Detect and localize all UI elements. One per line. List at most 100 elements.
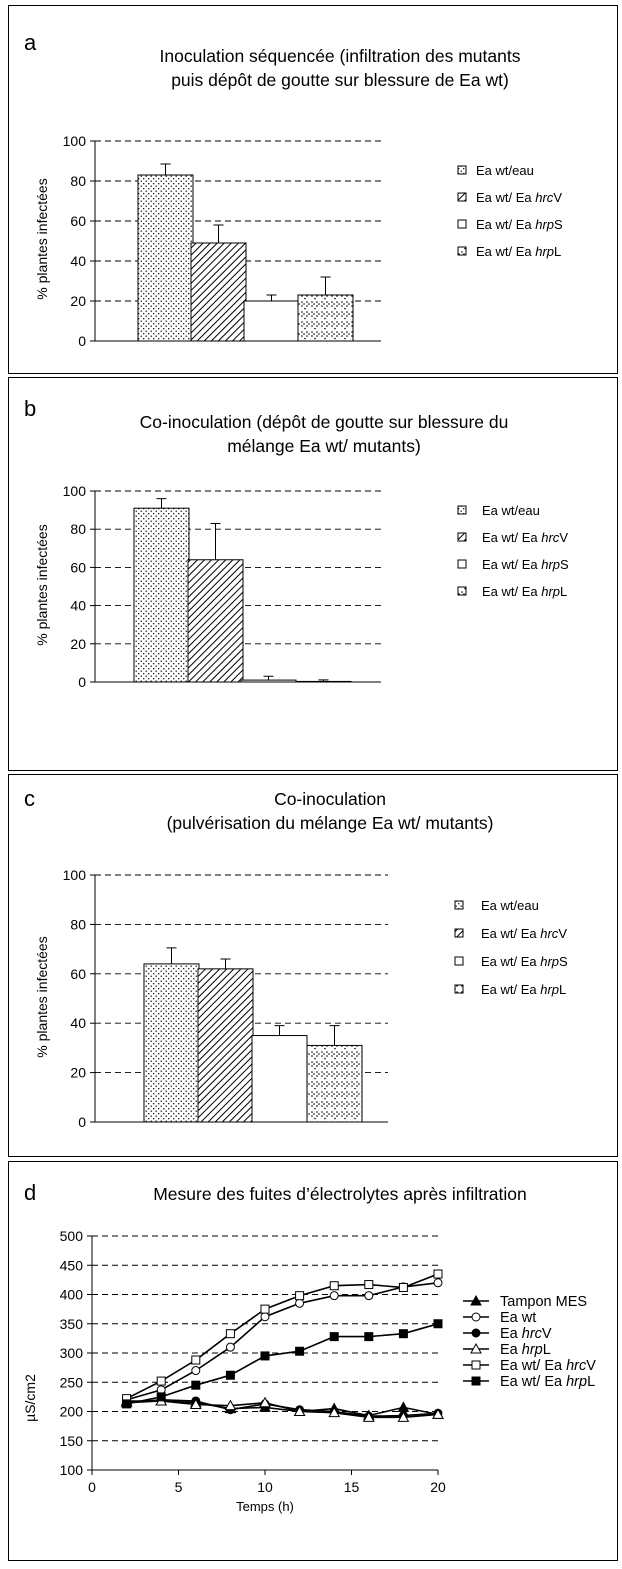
panel-a-y-tick-label: 20 (70, 293, 86, 309)
panel-b-legend-label-3: Ea wt/ Ea hrpS (482, 557, 569, 572)
panel-d-series-4-point (259, 1396, 271, 1408)
panel-d-y-tick-label: 400 (60, 1287, 84, 1303)
panel-d-legend-label-6: Ea wt/ Ea hrpL (500, 1374, 595, 1390)
panel-d-series-2-point (225, 1342, 235, 1352)
panel-d-x-tick-label: 0 (88, 1479, 96, 1495)
panel-a-legend-label-2: Ea wt/ Ea hrcV (476, 190, 562, 205)
panel-a-legend-swatch-empty-square-icon (457, 219, 467, 229)
panel-d-series-5-point (364, 1280, 374, 1290)
panel-b-y-tick-label: 40 (70, 598, 86, 614)
panel-c-title-line-2: (pulvérisation du mélange Ea wt/ mutants… (167, 813, 494, 833)
panel-b-title-line-1: Co-inoculation (dépôt de goutte sur bles… (140, 412, 509, 432)
panel-c-bar-2 (197, 968, 254, 1123)
panel-d-series-4-point (362, 1411, 375, 1422)
panel-d-series-6-point (433, 1319, 443, 1329)
panel-b-y-tick-label: 20 (70, 636, 86, 652)
panel-d-legend-filled-square-icon (471, 1376, 481, 1386)
panel-a-y-tick-label: 0 (78, 333, 86, 349)
panel-a-error-bar-3 (266, 294, 277, 301)
panel-d-series-6-point (398, 1329, 408, 1339)
panel-c-legend-swatch-diamond-dots-pattern-icon (454, 984, 464, 994)
panel-c-legend-swatch-diagonal-hatch-icon (454, 928, 464, 938)
panel-d-legend-filled-circle-icon (471, 1328, 481, 1338)
panel-d-legend-label-5: Ea wt/ Ea hrcV (500, 1358, 596, 1374)
panel-d-legend-open-circle-icon (471, 1312, 481, 1322)
panel-d-series-line-2 (126, 1282, 439, 1401)
panel-d-series-6-point (225, 1370, 235, 1380)
panel-a-bar-1 (137, 174, 194, 342)
panel-d-series-2-point (260, 1312, 270, 1322)
panel-c-y-tick-label: 100 (63, 867, 87, 883)
panel-b-legend-label-1: Ea wt/eau (482, 503, 540, 518)
panel-a-legend-label-3: Ea wt/ Ea hrpS (476, 217, 563, 232)
panel-d-frame (8, 1161, 618, 1561)
panel-d-x-axis-label: Temps (h) (236, 1499, 294, 1514)
panel-a-y-tick-label: 80 (70, 173, 86, 189)
panel-d-series-4-point (224, 1399, 237, 1411)
panel-d-legend-label-3: Ea hrcV (500, 1326, 552, 1342)
panel-b-error-bar-1 (156, 498, 167, 509)
panel-b-error-bar-2 (210, 522, 221, 560)
panel-d-y-tick-label: 300 (60, 1345, 84, 1361)
panel-d-series-line-5 (126, 1273, 439, 1400)
panel-a-error-bar-2 (213, 224, 224, 243)
panel-d-series-6-point (295, 1346, 305, 1356)
panel-b-y-axis-label: % plantes infectées (34, 524, 50, 645)
panel-d-series-6-point (260, 1351, 270, 1361)
panel-c-legend-swatch-dots-pattern-icon (454, 900, 464, 910)
panel-d-series-6-point (122, 1399, 132, 1409)
panel-a-bar-4 (297, 294, 354, 342)
panel-c-bar-1 (143, 963, 200, 1123)
panel-d-series-6-point (364, 1332, 374, 1342)
panel-d-series-1-point (397, 1401, 410, 1412)
panel-d-series-5-point (156, 1376, 166, 1386)
panel-d-legend-filled-triangle-icon (470, 1294, 482, 1306)
panel-a-plot: 0 20 40 60 80 100 Ea wt/eau Ea wt/ Ea hrcV Ea wt… (63, 133, 563, 349)
panel-d-y-tick-label: 200 (60, 1404, 84, 1420)
panel-b-plot: 0 20 40 60 80 100 Ea wt/eau Ea wt/ Ea hrcV Ea wt… (63, 483, 569, 690)
panel-a-letter: a (24, 30, 37, 55)
panel-c-y-tick-label: 20 (70, 1065, 86, 1081)
panel-d-series-5-point (295, 1291, 305, 1301)
panel-c-error-bar-4 (329, 1025, 340, 1046)
panel-d-series-4-point (189, 1398, 202, 1409)
panel-c-plot: 0 20 40 60 80 100 Ea wt/eau Ea wt/ Ea hrcV Ea wt… (63, 867, 568, 1130)
panel-d-series-5-point (329, 1281, 339, 1291)
panel-d-series-4-point (397, 1411, 410, 1422)
panel-b-bar-1 (133, 507, 190, 683)
panel-c-bar-4 (306, 1044, 363, 1123)
panel-a-title-line-1: Inoculation séquencée (infiltration des … (160, 46, 521, 66)
panel-d-series-2-point (364, 1291, 374, 1301)
panel-d-series-2-point (191, 1366, 201, 1376)
panel-d-series-2-point (433, 1278, 443, 1288)
panel-d-y-axis-label: µS/cm2 (22, 1374, 38, 1422)
panel-b-legend-swatch-empty-square-icon (457, 559, 467, 569)
panel-d-series-4-point (328, 1406, 341, 1418)
panel-d-series-6-point (156, 1392, 166, 1402)
panel-a-y-tick-label: 40 (70, 253, 86, 269)
panel-c-y-axis-label: % plantes infectées (34, 936, 50, 1057)
panel-c-letter: c (24, 786, 35, 811)
panel-c-error-bar-2 (220, 958, 231, 969)
panel-b-legend-label-4: Ea wt/ Ea hrpL (482, 584, 567, 599)
panel-d-y-tick-label: 100 (60, 1462, 84, 1478)
panel-d-legend-label-1: Tampon MES (500, 1294, 587, 1310)
panel-b-title-line-2: mélange Ea wt/ mutants) (227, 436, 421, 456)
panel-c-y-tick-label: 40 (70, 1015, 86, 1031)
panel-c-y-tick-label: 0 (78, 1114, 86, 1130)
panel-d-series-5-point (433, 1269, 443, 1279)
panel-a-legend-swatch-diagonal-hatch-icon (457, 192, 467, 202)
panel-d-y-tick-label: 150 (60, 1433, 84, 1449)
panel-d-axes (91, 1236, 438, 1471)
panel-c-y-tick-label: 60 (70, 966, 86, 982)
panel-d-x-tick-label: 15 (344, 1479, 360, 1495)
panel-d-legend-open-triangle-icon (470, 1342, 482, 1354)
panel-d-series-line-4 (126, 1400, 439, 1419)
panel-a-y-axis-label: % plantes infectées (34, 178, 50, 299)
panel-d-y-tick-label: 250 (60, 1374, 84, 1390)
panel-d-x-tick-label: 10 (257, 1479, 273, 1495)
panel-d-series-5-point (225, 1329, 235, 1339)
panel-a-title-line-2: puis dépôt de goutte sur blessure de Ea … (171, 70, 509, 90)
panel-d-series-2-point (295, 1298, 305, 1308)
